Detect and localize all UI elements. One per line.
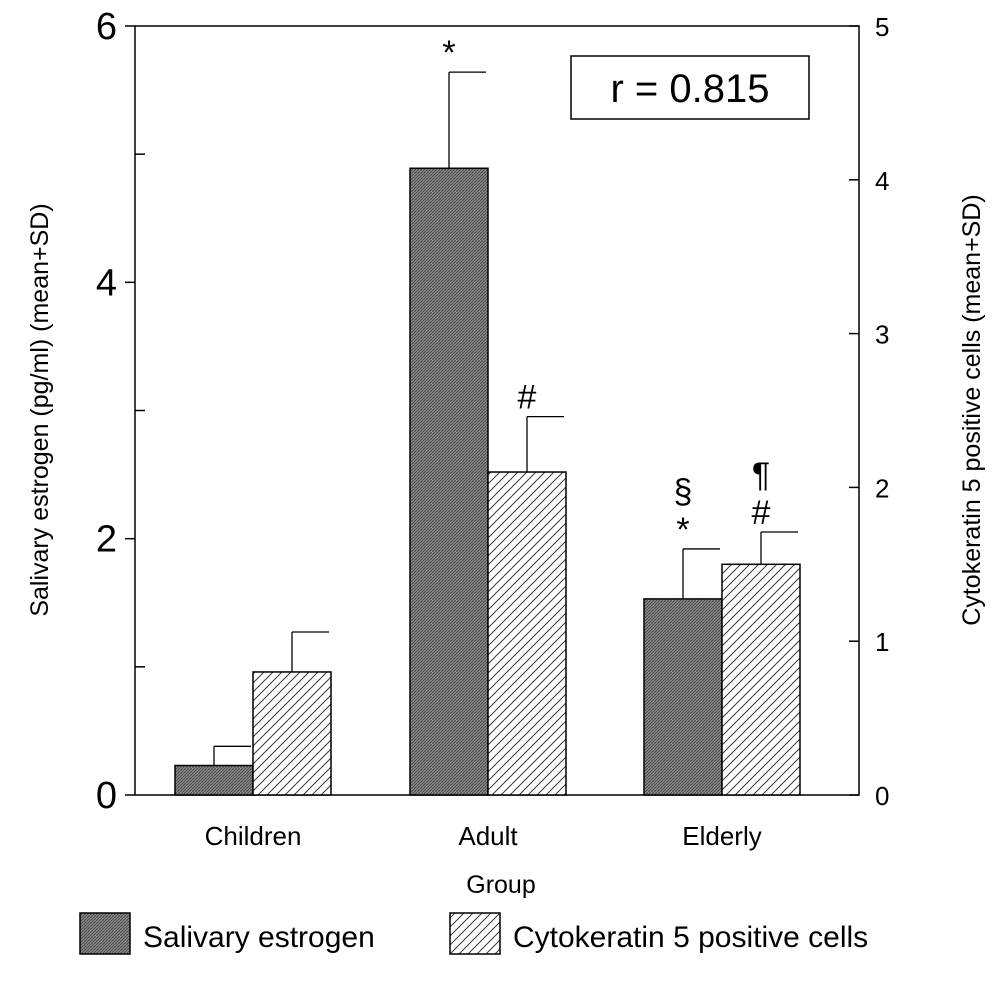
y-right-tick-label: 1 [875, 627, 889, 657]
x-tick-label: Adult [458, 821, 518, 851]
significance-marker: * [442, 34, 455, 72]
legend: Salivary estrogen Cytokeratin 5 positive… [79, 912, 868, 955]
significance-marker: § [674, 473, 693, 511]
y-right-tick-label: 3 [875, 320, 889, 350]
x-axis-title: Group [466, 871, 535, 899]
legend-label-salivary-estrogen: Salivary estrogen [143, 921, 375, 954]
x-tick-label: Children [205, 821, 302, 851]
bar [409, 167, 489, 796]
y-axis-left-title: Salivary estrogen (pg/ml) (mean+SD) [26, 203, 54, 616]
bar [721, 563, 801, 796]
annotations: *#§*¶# [442, 34, 770, 549]
left-axis: 0 2 4 6 [96, 6, 145, 817]
y-axis-right-title: Cytokeratin 5 positive cells (mean+SD) [958, 194, 986, 625]
bar [643, 598, 723, 796]
y-left-tick-label: 4 [96, 262, 117, 304]
bar [487, 471, 567, 796]
y-right-tick-label: 5 [875, 12, 889, 42]
y-right-tick-label: 2 [875, 473, 889, 503]
y-left-tick-label: 0 [96, 775, 117, 817]
bars: Children Adult Elderly [174, 71, 801, 851]
y-right-tick-label: 0 [875, 781, 889, 811]
right-axis: 0 1 2 3 4 5 [849, 12, 889, 811]
significance-marker: * [676, 511, 689, 549]
significance-marker: # [752, 494, 771, 532]
correlation-box: r = 0.815 [570, 55, 810, 120]
x-tick-label: Elderly [682, 821, 761, 851]
y-left-tick-label: 6 [96, 6, 117, 48]
bar [174, 764, 254, 796]
y-left-tick-label: 2 [96, 519, 117, 561]
correlation-label: r = 0.815 [610, 67, 769, 111]
y-right-tick-label: 4 [875, 166, 889, 196]
legend-swatch-salivary-estrogen [79, 912, 131, 955]
significance-marker: ¶ [752, 456, 770, 494]
legend-label-cytokeratin: Cytokeratin 5 positive cells [513, 921, 868, 954]
significance-marker: # [518, 379, 537, 417]
bar [252, 671, 332, 796]
legend-swatch-cytokeratin [449, 912, 501, 955]
